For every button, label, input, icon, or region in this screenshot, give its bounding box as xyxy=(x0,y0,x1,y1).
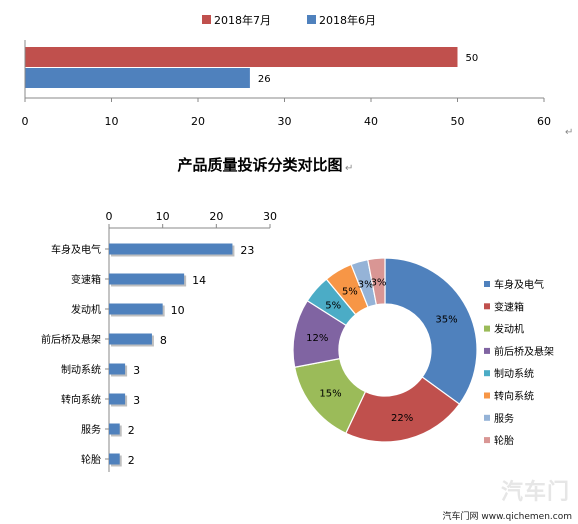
donut-legend-label-1: 变速箱 xyxy=(494,300,524,313)
donut-slice-0 xyxy=(384,257,478,405)
category-bar xyxy=(109,303,163,315)
category-label: 制动系统 xyxy=(61,363,101,376)
donut-legend-label-3: 前后桥及悬架 xyxy=(494,345,554,358)
cat-x-tick-label: 10 xyxy=(156,210,170,223)
top-bar-0 xyxy=(25,47,458,67)
category-label: 转向系统 xyxy=(61,393,101,406)
category-bar-value: 8 xyxy=(160,334,167,347)
cat-x-tick-label: 20 xyxy=(209,210,223,223)
donut-legend-label-2: 发动机 xyxy=(494,323,524,336)
donut-slice-label-6: 3% xyxy=(358,280,374,291)
top-bar-1 xyxy=(25,68,250,88)
category-bar xyxy=(109,243,233,255)
category-label: 前后桥及悬架 xyxy=(41,333,101,346)
donut-legend-label-5: 转向系统 xyxy=(494,390,534,403)
donut-legend-label-4: 制动系统 xyxy=(494,367,534,380)
category-bar xyxy=(109,333,152,345)
category-label: 变速箱 xyxy=(71,273,101,286)
category-label: 服务 xyxy=(81,423,101,436)
donut-legend-swatch-5 xyxy=(484,392,490,399)
chart-title: 产品质量投诉分类对比图 xyxy=(177,156,342,174)
donut-legend-swatch-1 xyxy=(484,303,490,310)
category-bar-value: 2 xyxy=(128,424,135,437)
category-bar-value: 3 xyxy=(133,394,140,407)
donut-slice-label-5: 5% xyxy=(342,287,358,298)
donut-legend-swatch-7 xyxy=(484,437,490,444)
donut-slice-label-2: 15% xyxy=(319,388,341,399)
donut-slice-label-0: 35% xyxy=(435,315,457,326)
return-mark-title: ↵ xyxy=(345,163,353,174)
top-chart-legend: 2018年7月 2018年6月 xyxy=(202,13,376,27)
cat-x-tick-label: 30 xyxy=(263,210,277,223)
top-bar-label-1: 26 xyxy=(258,74,271,85)
category-bar-value: 3 xyxy=(133,364,140,377)
top-x-tick-label: 50 xyxy=(451,115,465,128)
category-bar xyxy=(109,423,120,435)
watermark-logo: 汽车门 xyxy=(500,480,570,505)
category-bar xyxy=(109,273,185,285)
legend-swatch-0 xyxy=(202,15,211,24)
category-bar-value: 2 xyxy=(128,454,135,467)
cat-x-tick-label: 0 xyxy=(106,210,113,223)
donut-legend-label-6: 服务 xyxy=(494,412,514,425)
return-mark-axis: ↵ xyxy=(565,127,573,138)
top-x-tick-label: 30 xyxy=(278,115,292,128)
donut-legend-swatch-2 xyxy=(484,325,490,332)
donut-slice-label-4: 5% xyxy=(325,300,341,311)
category-bar-value: 23 xyxy=(240,244,254,257)
top-x-tick-label: 0 xyxy=(22,115,29,128)
donut-legend-label-7: 轮胎 xyxy=(494,434,514,447)
category-bar xyxy=(109,453,120,465)
top-x-tick-label: 40 xyxy=(364,115,378,128)
category-bar-value: 14 xyxy=(192,274,206,287)
category-bar-value: 10 xyxy=(171,304,185,317)
category-label: 发动机 xyxy=(71,303,101,316)
top-comparison-chart: 50 26 0 10 20 30 40 50 60 xyxy=(22,40,551,128)
legend-label-0: 2018年7月 xyxy=(214,13,271,27)
donut-legend-swatch-0 xyxy=(484,281,490,287)
category-label: 轮胎 xyxy=(81,453,101,466)
donut-legend-swatch-3 xyxy=(484,347,490,354)
top-x-tick-label: 60 xyxy=(537,115,551,128)
legend-label-1: 2018年6月 xyxy=(319,13,376,27)
donut-legend-swatch-6 xyxy=(484,414,490,421)
top-x-tick-label: 20 xyxy=(191,115,205,128)
top-bar-label-0: 50 xyxy=(466,53,479,64)
category-bar xyxy=(109,363,126,375)
donut-slice-label-3: 12% xyxy=(306,333,328,344)
legend-swatch-1 xyxy=(307,15,316,24)
donut-legend-swatch-4 xyxy=(484,370,490,377)
category-label: 车身及电气 xyxy=(51,243,101,256)
donut-slice-label-1: 22% xyxy=(391,413,413,424)
top-x-tick-label: 10 xyxy=(105,115,119,128)
donut-chart: 35%22%15%12%5%5%3%3% xyxy=(292,257,478,443)
donut-legend-label-0: 车身及电气 xyxy=(494,278,544,291)
donut-slice-label-7: 3% xyxy=(371,277,387,288)
category-bar xyxy=(109,393,126,405)
donut-slice-7 xyxy=(367,257,386,306)
watermark-text: 汽车门网 www.qichemen.com xyxy=(442,512,572,522)
